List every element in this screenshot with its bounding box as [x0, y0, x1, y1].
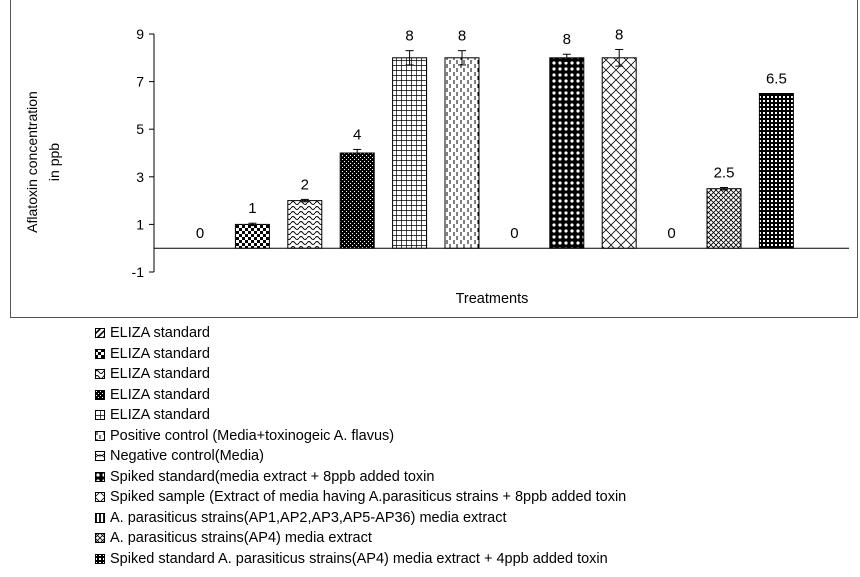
legend-swatch-fill — [95, 471, 105, 482]
data-label: 1 — [248, 200, 256, 217]
legend-item: ELIZA standard — [95, 364, 855, 385]
legend-swatch — [95, 389, 105, 400]
legend-swatch-fill — [95, 369, 105, 380]
legend-item: ELIZA standard — [95, 385, 855, 406]
data-label: 6.5 — [766, 71, 787, 88]
legend-item: A. parasiticus strains(AP1,AP2,AP3,AP5-A… — [95, 508, 855, 529]
data-label: 8 — [615, 26, 623, 43]
legend-label: ELIZA standard — [110, 366, 210, 383]
bar — [758, 93, 794, 249]
bar-chart: -1 1 3 5 7 9 0 1 2 4 8 8 0 8 8 0 2.5 6.5 Aflatoxin concent… — [24, 26, 849, 307]
legend-item: Spiked standard A. parasiticus strains(A… — [95, 549, 855, 570]
y-tick-label: -1 — [132, 264, 145, 280]
legend-label: Spiked standard A. parasiticus strains(A… — [110, 550, 608, 567]
y-axis-title-line: Aflatoxin concentration — [24, 91, 40, 233]
legend-swatch-fill — [95, 348, 105, 359]
bar — [549, 57, 585, 249]
legend-swatch — [95, 328, 105, 339]
legend-label: ELIZA standard — [110, 407, 210, 424]
y-tick-label: 7 — [136, 74, 144, 90]
legend-label: ELIZA standard — [110, 325, 210, 342]
bar — [339, 152, 375, 249]
bar — [234, 223, 270, 249]
legend-swatch — [95, 553, 105, 564]
legend-swatch — [95, 451, 105, 462]
y-axis-title-line: in ppb — [46, 143, 62, 181]
legend-label: A. parasiticus strains(AP1,AP2,AP3,AP5-A… — [110, 509, 507, 526]
y-tick-label: 3 — [136, 169, 144, 185]
chart-frame: -1 1 3 5 7 9 0 1 2 4 8 8 0 8 8 0 2.5 6.5 Aflatoxin concent… — [10, 0, 858, 318]
legend-swatch-fill — [95, 533, 105, 544]
legend-item: Negative control(Media) — [95, 446, 855, 467]
legend-label: A. parasiticus strains(AP4) media extrac… — [110, 530, 372, 547]
legend-swatch-fill — [95, 553, 105, 564]
legend-item: ELIZA standard — [95, 344, 855, 365]
legend-item: Spiked sample (Extract of media having A… — [95, 487, 855, 508]
x-axis-title: Treatments — [456, 291, 529, 307]
legend-label: ELIZA standard — [110, 345, 210, 362]
legend-label: Spiked sample (Extract of media having A… — [110, 489, 627, 506]
legend-swatch — [95, 430, 105, 441]
legend-swatch-fill — [95, 451, 105, 462]
legend-item: ELIZA standard — [95, 323, 855, 344]
legend-swatch — [95, 512, 105, 523]
legend-label: Negative control(Media) — [110, 448, 264, 465]
data-label: 8 — [405, 28, 413, 45]
bar — [287, 200, 323, 249]
data-label: 0 — [510, 225, 518, 242]
legend-swatch — [95, 348, 105, 359]
y-axis-title: Aflatoxin concentration in ppb — [24, 91, 62, 233]
legend-swatch — [95, 410, 105, 421]
data-label: 4 — [353, 126, 361, 143]
y-tick-label: 5 — [136, 121, 144, 137]
legend-item: A. parasiticus strains(AP4) media extrac… — [95, 528, 855, 549]
legend-swatch-fill — [95, 389, 105, 400]
legend-swatch-fill — [95, 410, 105, 421]
data-label: 0 — [667, 225, 675, 242]
data-label: 0 — [196, 225, 204, 242]
legend-swatch — [95, 492, 105, 503]
legend-item: Positive control (Media+toxinogeic A. fl… — [95, 426, 855, 447]
legend-label: ELIZA standard — [110, 386, 210, 403]
data-label: 2 — [301, 176, 309, 193]
bar — [444, 57, 480, 249]
legend-swatch — [95, 369, 105, 380]
legend: ELIZA standard ELIZA standard ELIZA standa… — [95, 323, 855, 569]
legend-label: Positive control (Media+toxinogeic A. fl… — [110, 427, 395, 444]
legend-item: ELIZA standard — [95, 405, 855, 426]
y-tick-label: 1 — [136, 216, 144, 232]
data-label: 2.5 — [714, 165, 735, 182]
legend-swatch-fill — [95, 512, 105, 523]
bar — [706, 188, 742, 249]
legend-label: Spiked standard(media extract + 8ppb add… — [110, 468, 435, 485]
legend-swatch — [95, 533, 105, 544]
data-label: 8 — [563, 31, 571, 48]
legend-swatch-fill — [95, 328, 105, 339]
legend-item: Spiked standard(media extract + 8ppb add… — [95, 467, 855, 488]
legend-swatch — [95, 471, 105, 482]
bar — [601, 57, 637, 249]
y-tick-label: 9 — [136, 26, 144, 42]
legend-swatch-fill — [95, 430, 105, 441]
legend-swatch-fill — [95, 492, 105, 503]
data-label: 8 — [458, 28, 466, 45]
bar — [392, 57, 428, 249]
